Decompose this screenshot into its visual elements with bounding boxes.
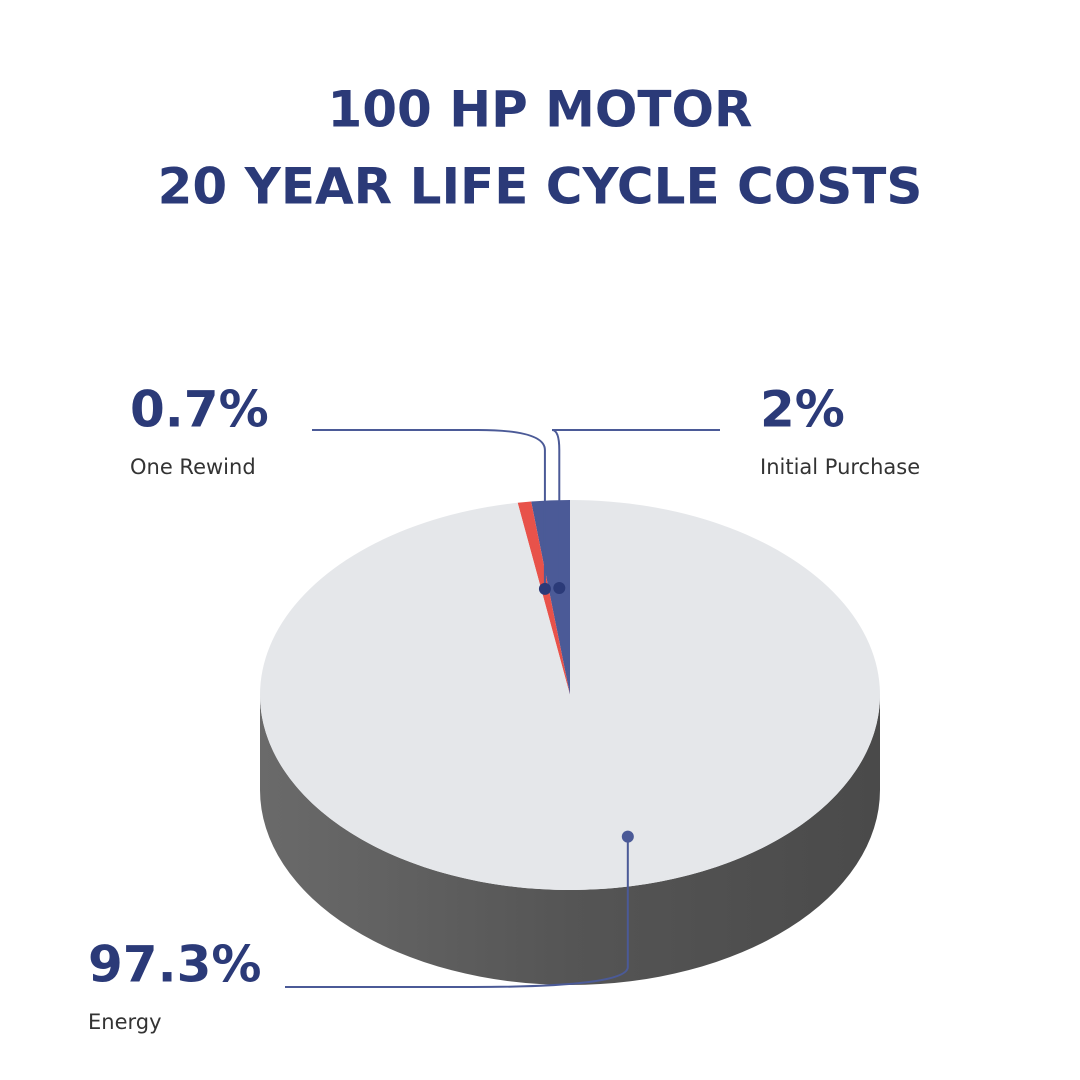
leader-line — [551, 429, 720, 588]
leader-dot — [553, 581, 566, 594]
chart-title: 20 YEAR LIFE CYCLE COSTS — [158, 158, 923, 216]
legend-label: One Rewind — [130, 455, 256, 479]
leader-line — [312, 429, 546, 589]
chart-title: 100 HP MOTOR — [327, 81, 752, 139]
value-label: 2% — [760, 381, 845, 439]
leader-line — [285, 836, 629, 988]
value-label: 0.7% — [130, 381, 269, 439]
pie-slice — [517, 501, 570, 695]
leader-dot — [621, 830, 634, 843]
pie-slice — [260, 500, 881, 890]
pie-side — [260, 695, 880, 985]
leader-dot — [538, 582, 551, 595]
legend-label: Initial Purchase — [760, 455, 920, 479]
legend-label: Energy — [88, 1010, 162, 1034]
value-label: 97.3% — [88, 936, 261, 994]
